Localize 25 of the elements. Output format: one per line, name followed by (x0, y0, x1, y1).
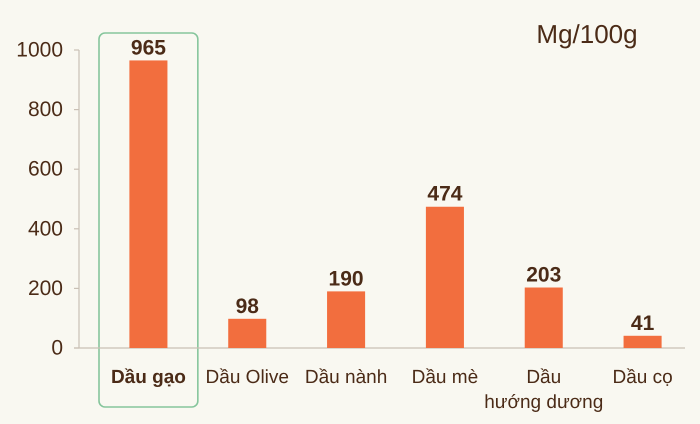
data-label: 98 (236, 294, 260, 318)
data-label: 203 (526, 264, 562, 287)
data-label: 965 (130, 36, 166, 60)
bar (228, 318, 266, 348)
data-label: 41 (630, 312, 655, 335)
bar (327, 291, 366, 348)
bar (624, 336, 662, 348)
x-tick-label: Dầu hướng dương (484, 367, 604, 413)
x-tick-label: Dầu nành (304, 367, 388, 388)
y-tick-label: 400 (28, 217, 63, 240)
bar (524, 288, 563, 348)
data-label: 190 (328, 267, 364, 290)
x-tick-label: Dầu cọ (612, 367, 673, 388)
y-tick-label: 0 (51, 336, 63, 360)
bar (129, 60, 168, 348)
y-tick-label: 1000 (16, 38, 63, 62)
y-tick-label: 600 (28, 158, 63, 181)
x-tick-label: Dầu gạo (110, 367, 186, 388)
x-tick-label: Dầu mè (412, 367, 478, 388)
data-label: 474 (427, 182, 463, 206)
y-tick-label: 200 (28, 276, 63, 300)
text: Mg/100g (536, 19, 638, 49)
y-tick-label: 800 (28, 98, 63, 122)
bar (426, 206, 464, 348)
x-tick-label: Dầu Olive (206, 367, 289, 388)
